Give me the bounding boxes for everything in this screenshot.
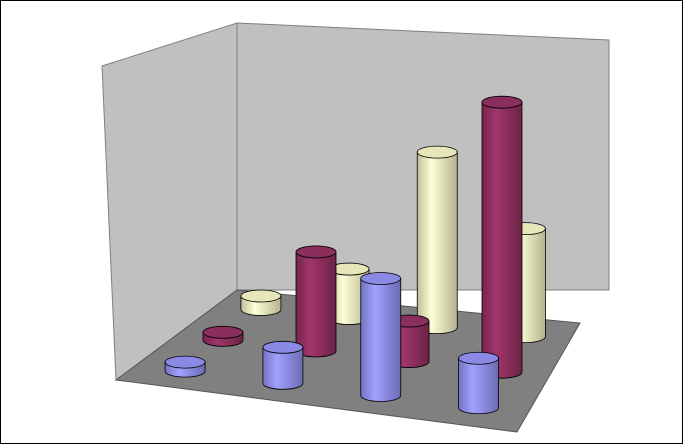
- cylinder-bar: [202, 325, 244, 347]
- cylinder-top: [416, 145, 458, 159]
- cylinder-top: [164, 355, 206, 369]
- cylinder-top: [481, 95, 523, 109]
- cylinder-body: [416, 151, 458, 334]
- cylinder-body: [481, 101, 523, 379]
- cylinder-top: [360, 272, 402, 285]
- cylinder-body: [295, 251, 337, 358]
- cylinder-top: [240, 289, 282, 303]
- cylinder-bar: [295, 245, 337, 358]
- cylinder-bar: [458, 351, 499, 415]
- cylinder-bar: [262, 340, 304, 390]
- cylinder-top: [458, 351, 499, 365]
- bars-group: [164, 95, 546, 415]
- cylinder-top: [202, 325, 244, 339]
- cylinder-bar: [416, 145, 458, 334]
- cylinder-body: [458, 357, 499, 415]
- cylinder-bar: [481, 95, 523, 379]
- cylinder-body: [360, 278, 402, 402]
- cylinder-top: [295, 245, 337, 259]
- cylinder-top: [262, 340, 304, 354]
- cylinder-body: [262, 346, 304, 390]
- cylinder-bar: [360, 272, 402, 402]
- cylinder-bar: [240, 289, 282, 316]
- cylinder-bar: [164, 355, 206, 378]
